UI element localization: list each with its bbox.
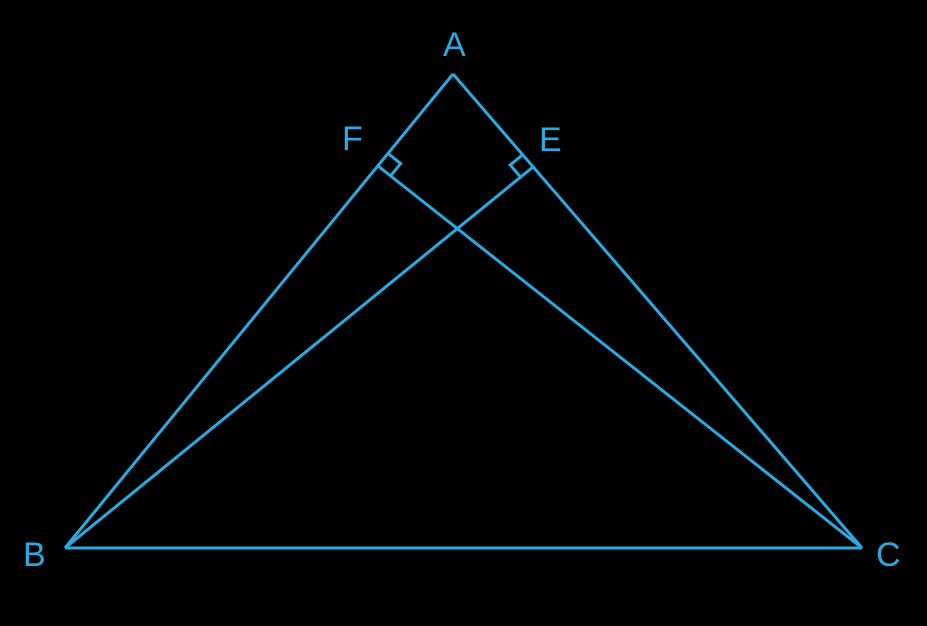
label-B: B	[23, 536, 46, 574]
segment-BE	[65, 167, 533, 548]
segment-CF	[378, 166, 862, 548]
right-angle-mark-F	[388, 154, 401, 176]
right-angle-mark-E	[510, 155, 522, 177]
segment-AC	[453, 74, 862, 548]
label-E: E	[539, 121, 562, 159]
label-F: F	[342, 120, 363, 158]
label-A: A	[443, 26, 466, 64]
label-C: C	[876, 536, 901, 574]
triangle-diagram: A B C E F	[0, 0, 927, 626]
segment-AB	[65, 74, 453, 548]
